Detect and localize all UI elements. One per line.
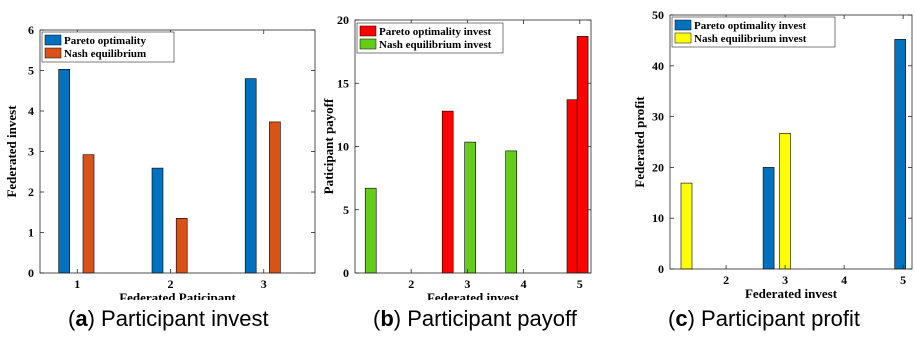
xlabel-c: Federated invest — [745, 286, 838, 300]
ytick-label-c-0: 0 — [658, 262, 664, 276]
legend-swatch-b-1 — [359, 38, 377, 50]
ytick-label-c-2: 20 — [652, 160, 664, 174]
xtick-label-a-2: 3 — [261, 277, 267, 291]
ytick-label-a-3: 3 — [28, 145, 34, 159]
caption-c: (c) Participant profit — [668, 306, 860, 331]
legend-swatch-a-0 — [44, 34, 62, 46]
legend-swatch-a-1 — [44, 47, 62, 59]
ytick-label-a-4: 4 — [28, 104, 34, 118]
bar-a-s1-0 — [82, 154, 95, 274]
bar-a-s0-1 — [151, 167, 164, 274]
bar-b-s0-2 — [576, 36, 589, 274]
bar-b-s0-0 — [441, 110, 454, 274]
bar-c-s0-0 — [762, 167, 775, 270]
bar-a-s0-2 — [244, 78, 257, 274]
xtick-label-c-3: 5 — [900, 273, 906, 287]
legend-label-c-0: Pareto optimality invest — [694, 20, 807, 32]
legend-a — [41, 31, 175, 63]
axes-box-c — [669, 14, 913, 270]
ytick-label-a-5: 5 — [28, 64, 34, 78]
legend-b — [356, 22, 504, 54]
ytick-label-b-4: 20 — [337, 13, 349, 27]
ytick-label-b-0: 0 — [343, 266, 349, 280]
bar-b-s1-2 — [505, 150, 518, 274]
xtick-label-c-2: 4 — [841, 273, 847, 287]
xlabel-b: Federated invest — [427, 290, 520, 300]
ytick-label-b-3: 15 — [337, 76, 349, 90]
legend-swatch-c-0 — [674, 19, 692, 31]
ytick-label-c-5: 50 — [652, 8, 664, 22]
bar-b-s1-0 — [364, 187, 377, 274]
bar-a-s1-2 — [269, 121, 281, 274]
legend-swatch-b-0 — [359, 25, 377, 37]
xtick-label-b-1: 3 — [464, 277, 470, 291]
caption-a: (a) Participant invest — [68, 306, 269, 331]
caption-b: (b) Participant payoff — [373, 306, 577, 331]
legend-c — [671, 16, 836, 48]
legend-label-b-0: Pareto optimality invest — [379, 26, 492, 38]
xtick-label-c-1: 3 — [782, 273, 788, 287]
legend-label-a-1: Nash equilibrium — [64, 48, 146, 60]
bar-c-s1-0 — [680, 182, 693, 270]
ytick-label-b-2: 10 — [337, 140, 349, 154]
xtick-label-c-0: 2 — [723, 273, 729, 287]
xtick-label-a-0: 1 — [74, 277, 80, 291]
xtick-label-b-2: 4 — [521, 277, 527, 291]
ylabel-b: Paticipant payoff — [321, 98, 336, 194]
legend-label-c-1: Nash equilibrium invest — [694, 33, 807, 45]
bar-a-s1-1 — [175, 218, 188, 274]
ytick-label-c-1: 10 — [652, 211, 664, 225]
ytick-label-a-1: 1 — [28, 226, 34, 240]
xtick-label-a-1: 2 — [168, 277, 174, 291]
bar-a-s0-0 — [58, 69, 71, 274]
bar-c-s1-1 — [779, 133, 791, 270]
bar-b-s0-1 — [566, 99, 579, 274]
ytick-label-a-6: 6 — [28, 23, 34, 37]
legend-label-a-0: Pareto optimality — [64, 35, 146, 47]
legend-label-b-1: Nash equilibrium invest — [379, 39, 492, 51]
xtick-label-b-3: 5 — [577, 277, 583, 291]
legend-swatch-c-1 — [674, 32, 692, 44]
ytick-label-a-2: 2 — [28, 185, 34, 199]
ytick-label-b-1: 5 — [343, 203, 349, 217]
bar-b-s1-1 — [464, 141, 477, 274]
ytick-label-c-4: 40 — [652, 59, 664, 73]
bar-c-s0-1 — [894, 39, 907, 270]
xlabel-a: Federated Paticipant — [119, 290, 236, 300]
ylabel-c: Federated profit — [632, 96, 647, 188]
ylabel-a: Federated invest — [4, 105, 19, 198]
xtick-label-b-0: 2 — [408, 277, 414, 291]
ytick-label-c-3: 30 — [652, 110, 664, 124]
ytick-label-a-0: 0 — [28, 266, 34, 280]
chart-canvas: 0 1 2 3 4 5 6 1 2 3 Federated Paticipant Federated … — [4, 8, 913, 300]
